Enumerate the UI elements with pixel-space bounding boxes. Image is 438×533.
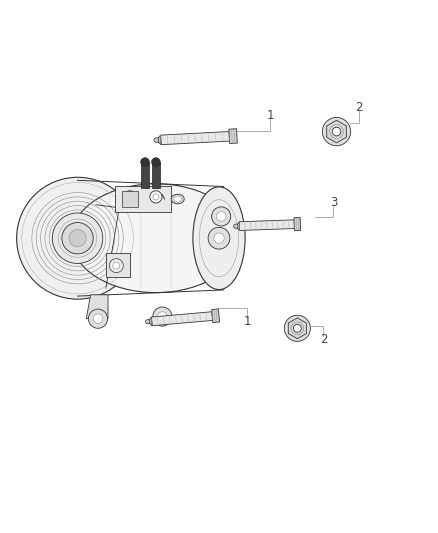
Polygon shape bbox=[86, 295, 108, 319]
Circle shape bbox=[233, 224, 238, 229]
Bar bbox=[122, 191, 138, 207]
Circle shape bbox=[150, 191, 162, 203]
Circle shape bbox=[69, 230, 86, 247]
Circle shape bbox=[62, 223, 93, 254]
Circle shape bbox=[284, 315, 311, 341]
Circle shape bbox=[93, 314, 103, 324]
Circle shape bbox=[127, 194, 133, 200]
Polygon shape bbox=[212, 309, 219, 322]
Circle shape bbox=[110, 259, 123, 272]
Text: 3: 3 bbox=[330, 196, 337, 208]
Ellipse shape bbox=[193, 187, 245, 289]
Circle shape bbox=[152, 158, 160, 166]
Bar bbox=[106, 254, 130, 277]
Polygon shape bbox=[148, 317, 152, 326]
Ellipse shape bbox=[171, 194, 184, 204]
Polygon shape bbox=[161, 132, 230, 144]
Text: 1: 1 bbox=[244, 316, 251, 328]
Circle shape bbox=[88, 309, 108, 328]
Circle shape bbox=[153, 194, 159, 200]
Text: 2: 2 bbox=[355, 101, 363, 114]
Polygon shape bbox=[294, 217, 300, 231]
Polygon shape bbox=[229, 129, 237, 143]
Polygon shape bbox=[327, 120, 346, 143]
Circle shape bbox=[293, 325, 301, 332]
Text: 1: 1 bbox=[267, 109, 274, 122]
Bar bbox=[115, 186, 171, 212]
Bar bbox=[152, 162, 160, 188]
Circle shape bbox=[158, 312, 167, 321]
Circle shape bbox=[332, 127, 341, 136]
Circle shape bbox=[52, 213, 103, 263]
Circle shape bbox=[212, 207, 231, 226]
Polygon shape bbox=[239, 220, 294, 230]
Circle shape bbox=[153, 307, 172, 326]
Bar bbox=[141, 162, 149, 188]
Circle shape bbox=[17, 177, 138, 299]
Circle shape bbox=[322, 117, 351, 146]
Circle shape bbox=[141, 158, 149, 166]
Polygon shape bbox=[152, 312, 212, 326]
Ellipse shape bbox=[174, 196, 182, 202]
Text: 2: 2 bbox=[320, 333, 327, 346]
Polygon shape bbox=[236, 222, 240, 230]
Polygon shape bbox=[288, 318, 307, 339]
Polygon shape bbox=[156, 135, 161, 144]
Circle shape bbox=[208, 228, 230, 249]
Ellipse shape bbox=[71, 184, 241, 293]
Circle shape bbox=[154, 138, 159, 142]
Circle shape bbox=[145, 320, 150, 324]
Circle shape bbox=[216, 212, 226, 221]
Circle shape bbox=[124, 191, 136, 203]
Circle shape bbox=[214, 233, 224, 244]
Circle shape bbox=[113, 262, 120, 269]
